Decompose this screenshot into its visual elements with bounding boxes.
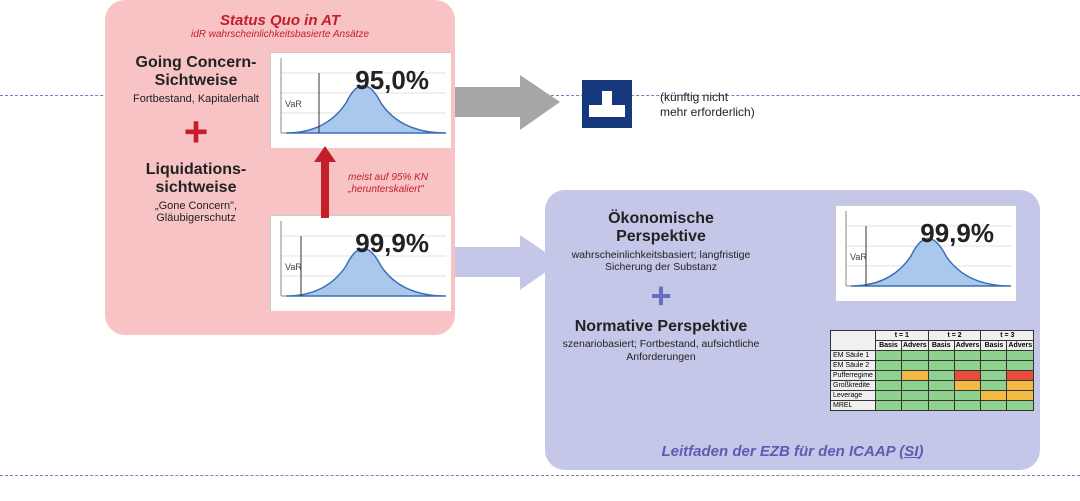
table-cell [901, 401, 928, 411]
table-period: t = 2 [928, 331, 981, 341]
table-subheader: Advers [1007, 341, 1034, 351]
t-shape-icon [589, 87, 625, 121]
table-cell [1007, 391, 1034, 401]
table-cell [901, 391, 928, 401]
table-cell [928, 381, 954, 391]
table-cell [901, 361, 928, 371]
table-cell [875, 391, 901, 401]
chart-var-label-bottom: VaR [285, 262, 302, 272]
table-cell [1007, 361, 1034, 371]
table-cell [928, 351, 954, 361]
table-row-label: Leverage [831, 391, 876, 401]
table-cell [928, 391, 954, 401]
ezb-panel: Ökonomische Perspektive wahrscheinlichke… [545, 190, 1040, 470]
table-subheader: Advers [901, 341, 928, 351]
table-cell [901, 371, 928, 381]
table-row-label: EM Säule 1 [831, 351, 876, 361]
going-concern-sub: Fortbestand, Kapitalerhalt [121, 93, 271, 105]
table-row: EM Säule 1 [831, 351, 1034, 361]
table-row-label: Großkredite [831, 381, 876, 391]
scenario-table: t = 1 t = 2 t = 3 BasisAdversBasisAdvers… [830, 330, 1034, 411]
table-row: Leverage [831, 391, 1034, 401]
not-required-note: (künftig nicht mehr erforderlich) [660, 90, 755, 120]
table-cell [928, 371, 954, 381]
table-cell [981, 391, 1007, 401]
chart-var-label-econ: VaR [850, 252, 867, 262]
table-cell [981, 371, 1007, 381]
norm-sub: szenariobasiert; Fortbestand, aufsichtli… [561, 338, 761, 363]
table-cell [1007, 351, 1034, 361]
table-cell [954, 391, 981, 401]
table-row: Großkredite [831, 381, 1034, 391]
norm-title: Normative Perspektive [561, 318, 761, 336]
footer-pre: Leitfaden der EZB für den ICAAP ( [662, 443, 905, 460]
table-cell [954, 351, 981, 361]
table-cell [875, 381, 901, 391]
table-row: EM Säule 2 [831, 361, 1034, 371]
table-cell [901, 351, 928, 361]
red-arrow-note: meist auf 95% KN „herunterskaliert" [348, 172, 448, 196]
table-row-label: MREL [831, 401, 876, 411]
table-period: t = 1 [875, 331, 928, 341]
econ-sub: wahrscheinlichkeitsbasiert; langfristige… [561, 249, 761, 274]
table-cell [954, 361, 981, 371]
note-l1: (künftig nicht [660, 90, 728, 104]
table-cell [954, 371, 981, 381]
red-up-arrow-icon [314, 146, 336, 218]
status-quo-title: Status Quo in AT [121, 12, 439, 29]
arrow-note-l2: „herunterskaliert" [348, 184, 424, 195]
liquidation-title: Liquidations-sichtweise [121, 161, 271, 198]
table-cell [875, 351, 901, 361]
table-subheader: Advers [954, 341, 981, 351]
table-row: MREL [831, 401, 1034, 411]
table-cell [1007, 381, 1034, 391]
divider-bottom [0, 475, 1080, 476]
purple-plus-icon: + [561, 278, 761, 314]
table-cell [1007, 371, 1034, 381]
ezb-footer: Leitfaden der EZB für den ICAAP (SI) [545, 443, 1040, 460]
table-cell [1007, 401, 1034, 411]
table-cell [875, 401, 901, 411]
footer-link[interactable]: SI [904, 443, 918, 460]
table-cell [875, 371, 901, 381]
table-row: Pufferregime [831, 371, 1034, 381]
chart-pct-econ: 99,9% [920, 218, 994, 249]
table-cell [981, 361, 1007, 371]
table-subheader: Basis [981, 341, 1007, 351]
status-quo-subtitle: idR wahrscheinlichkeitsbasierte Ansätze [121, 29, 439, 40]
table-cell [954, 381, 981, 391]
gray-arrow-icon [455, 75, 560, 130]
chart-pct-999: 99,9% [355, 228, 429, 259]
tombstone-icon [582, 80, 632, 128]
note-l2: mehr erforderlich) [660, 105, 755, 119]
liquidation-sub: „Gone Concern", Gläubigerschutz [121, 200, 271, 224]
arrow-note-l1: meist auf 95% KN [348, 172, 428, 183]
chart-pct-95: 95,0% [355, 65, 429, 96]
chart-var-label-top: VaR [285, 99, 302, 109]
table-row-label: Pufferregime [831, 371, 876, 381]
table-cell [954, 401, 981, 411]
table-subheader: Basis [928, 341, 954, 351]
table-cell [928, 401, 954, 411]
red-plus-icon: + [121, 111, 271, 153]
table-cell [875, 361, 901, 371]
footer-post: ) [918, 443, 923, 460]
table-cell [981, 381, 1007, 391]
chart-liquidation: 99,9% VaR [270, 215, 450, 310]
table-cell [901, 381, 928, 391]
chart-going-concern: 95,0% VaR [270, 52, 450, 147]
econ-title: Ökonomische Perspektive [561, 210, 761, 247]
table-cell [981, 401, 1007, 411]
table-period: t = 3 [981, 331, 1034, 341]
table-cell [928, 361, 954, 371]
table-row-label: EM Säule 2 [831, 361, 876, 371]
chart-econ: 99,9% VaR [835, 205, 1015, 300]
table-cell [981, 351, 1007, 361]
going-concern-title: Going Concern-Sichtweise [121, 54, 271, 91]
table-subheader: Basis [875, 341, 901, 351]
